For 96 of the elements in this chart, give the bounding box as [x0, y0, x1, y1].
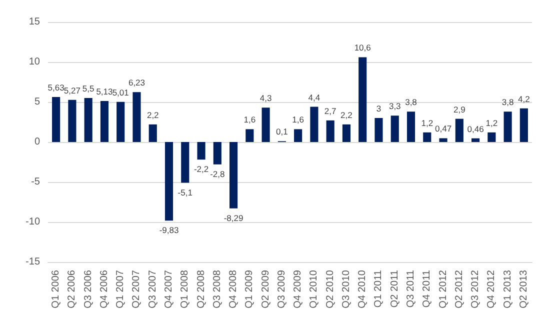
bar	[390, 116, 399, 142]
data-label: 4,2	[518, 94, 530, 104]
x-tick-label: Q4 2009	[292, 270, 304, 308]
bar	[326, 120, 334, 142]
x-tick-label: Q1 2010	[308, 270, 320, 308]
y-tick-label: -15	[26, 256, 40, 268]
bar	[488, 132, 496, 142]
bar	[100, 100, 108, 142]
bar	[472, 138, 480, 142]
data-label: 2,9	[453, 104, 466, 114]
bar	[181, 142, 190, 183]
x-tick-label: Q3 2007	[147, 270, 158, 308]
x-tick-label: Q2 2013	[518, 270, 530, 308]
data-label: 10,6	[354, 42, 372, 53]
y-tick-label: 0	[34, 136, 40, 148]
data-label: 4,4	[308, 92, 320, 102]
data-label: 5,27	[64, 85, 81, 96]
x-tick-label: Q1 2009	[244, 270, 256, 308]
data-label: 1,2	[421, 118, 434, 128]
data-label: 5,01	[112, 87, 130, 98]
data-label: -5,1	[178, 187, 193, 198]
bar	[197, 142, 206, 160]
x-tick-label: Q3 2010	[340, 270, 352, 308]
data-label: 5,63	[48, 82, 65, 92]
data-label: 5,5	[82, 84, 95, 94]
bar	[68, 100, 76, 142]
x-tick-label: Q2 2007	[131, 270, 142, 308]
bar	[164, 142, 174, 221]
bar	[246, 129, 254, 142]
data-label: 6,23	[128, 78, 146, 88]
bar	[406, 112, 416, 142]
data-label: 3,8	[502, 97, 514, 108]
bar	[455, 118, 464, 142]
data-label: 3	[376, 104, 382, 114]
bar	[84, 98, 92, 142]
x-tick-label: Q1 2013	[502, 270, 514, 308]
x-tick-label: Q1 2007	[115, 270, 126, 308]
data-label: 3,8	[405, 97, 418, 108]
data-label: 1,6	[244, 114, 256, 125]
data-label: 2,2	[146, 110, 160, 120]
data-label: 0,47	[434, 124, 452, 134]
x-tick-label: Q4 2006	[98, 270, 110, 308]
x-tick-label: Q3 2006	[82, 270, 94, 308]
bar	[230, 142, 238, 208]
x-tick-label: Q4 2010	[357, 270, 368, 308]
x-tick-label: Q2 2012	[454, 270, 465, 308]
x-tick-label: Q2 2006	[66, 270, 78, 308]
bar	[504, 112, 512, 142]
x-tick-label: Q3 2009	[276, 270, 288, 308]
x-tick-label: Q3 2011	[406, 270, 416, 308]
x-tick-label: Q1 2008	[180, 270, 191, 308]
bar	[310, 106, 318, 142]
y-tick-label: -5	[31, 176, 40, 188]
y-tick-label: 5	[34, 96, 40, 108]
data-label: -2,2	[194, 164, 209, 174]
y-tick-label: 10	[28, 56, 40, 68]
x-tick-label: Q3 2012	[470, 270, 482, 308]
bar	[520, 108, 528, 142]
x-tick-label: Q2 2010	[324, 270, 336, 308]
x-tick-label: Q1 2006	[50, 270, 62, 308]
bar	[423, 132, 432, 142]
x-tick-label: Q4 2012	[486, 270, 498, 308]
y-tick-label: 15	[28, 16, 40, 28]
data-label: 2,2	[340, 110, 353, 120]
data-label: -2,8	[210, 168, 225, 179]
bar	[439, 138, 448, 142]
data-label: 1,6	[292, 114, 304, 125]
data-label: 0,46	[467, 124, 484, 134]
data-label: 2,7	[324, 106, 337, 116]
bar	[148, 124, 157, 142]
x-tick-label: Q1 2012	[438, 270, 449, 308]
data-label: -8,29	[224, 212, 244, 223]
x-tick-label: Q2 2009	[260, 270, 272, 308]
data-label: 4,3	[260, 93, 272, 104]
bar	[213, 142, 222, 164]
data-label: 5,13	[96, 86, 114, 96]
bar	[132, 92, 141, 142]
bar	[342, 124, 350, 142]
y-tick-label: -10	[26, 216, 40, 228]
data-label: 3,3	[388, 101, 402, 112]
bar	[294, 129, 302, 142]
bar	[116, 102, 125, 142]
bar	[52, 96, 60, 142]
x-tick-label: Q3 2008	[212, 270, 223, 308]
data-label: 1,2	[486, 118, 498, 128]
data-label: 0,1	[276, 126, 288, 137]
x-tick-label: Q4 2008	[228, 270, 240, 308]
x-tick-label: Q4 2011	[422, 270, 433, 308]
bar	[374, 118, 383, 142]
x-tick-label: Q1 2011	[373, 270, 384, 308]
x-tick-label: Q2 2011	[389, 270, 400, 308]
x-tick-label: Q2 2008	[196, 270, 207, 308]
data-label: -9,83	[159, 225, 179, 236]
bar	[262, 108, 270, 142]
x-tick-label: Q4 2007	[164, 270, 174, 308]
bar	[358, 57, 367, 142]
